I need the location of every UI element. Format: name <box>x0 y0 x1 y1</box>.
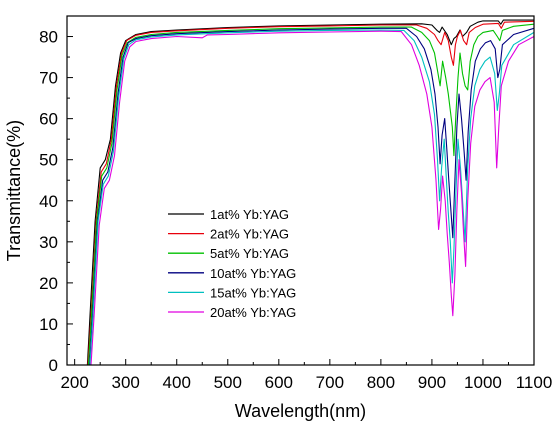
x-tick-label: 1000 <box>464 373 502 392</box>
series-line <box>89 29 535 366</box>
x-tick-label: 400 <box>163 373 191 392</box>
y-axis-title: Transmittance(%) <box>4 120 24 261</box>
x-tick-label: 1100 <box>516 373 553 392</box>
x-tick-label: 600 <box>265 373 293 392</box>
legend-label: 20at% Yb:YAG <box>210 305 296 320</box>
y-tick-label: 10 <box>39 315 58 334</box>
y-tick-label: 40 <box>39 192 58 211</box>
legend: 1at% Yb:YAG 2at% Yb:YAG 5at% Yb:YAG 10at% Y… <box>168 207 296 320</box>
x-tick-label: 700 <box>316 373 344 392</box>
y-tick-label: 50 <box>39 151 58 170</box>
series-line <box>87 20 535 366</box>
series-line <box>86 19 534 366</box>
legend-label: 15at% Yb:YAG <box>210 285 296 300</box>
legend-label: 2at% Yb:YAG <box>210 227 289 242</box>
axis-ticks: 200 300 400 500 600 700 800 900 1000 1100 0 10 20 30 4… <box>39 15 553 392</box>
y-tick-label: 70 <box>39 69 58 88</box>
x-tick-label: 200 <box>60 373 88 392</box>
y-tick-label: 20 <box>39 274 58 293</box>
legend-label: 5at% Yb:YAG <box>210 246 289 261</box>
series-line <box>90 30 535 366</box>
series-line <box>88 27 535 366</box>
x-tick-label: 900 <box>418 373 446 392</box>
x-tick-label: 300 <box>112 373 140 392</box>
series-lines <box>86 19 535 366</box>
y-tick-label: 0 <box>49 356 58 375</box>
y-tick-label: 60 <box>39 110 58 129</box>
y-tick-label: 80 <box>39 28 58 47</box>
y-tick-label: 30 <box>39 233 58 252</box>
legend-label: 1at% Yb:YAG <box>210 207 289 222</box>
plot-frame <box>66 15 535 366</box>
x-tick-label: 500 <box>214 373 242 392</box>
series-line <box>87 23 535 366</box>
x-tick-label: 800 <box>367 373 395 392</box>
x-axis-title: Wavelength(nm) <box>235 401 366 421</box>
legend-label: 10at% Yb:YAG <box>210 266 296 281</box>
